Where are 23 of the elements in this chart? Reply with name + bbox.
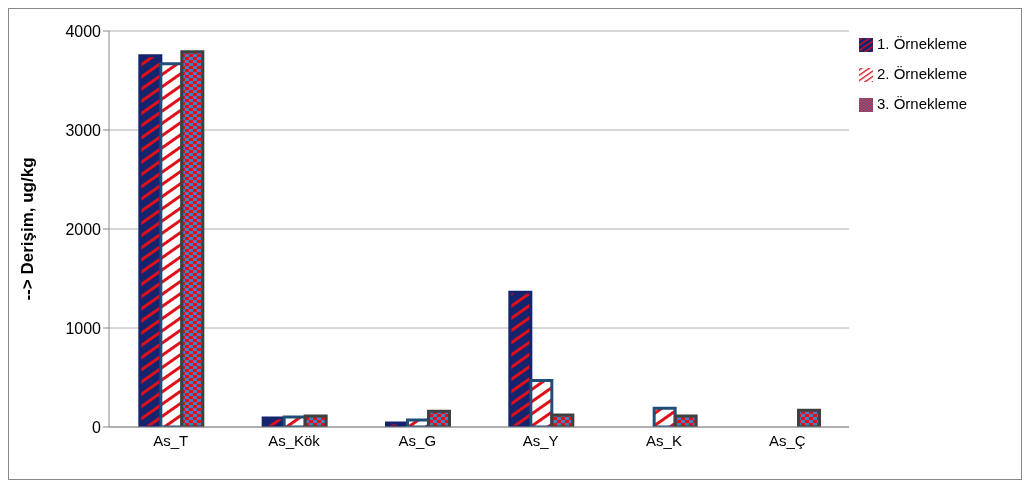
y-tick-label: 2000	[65, 220, 102, 238]
bar	[673, 414, 698, 427]
y-axis-title: --> Derişim, ug/kg	[18, 157, 38, 301]
x-tick-label: As_Ç	[768, 431, 806, 449]
bar	[303, 414, 328, 427]
bar	[427, 409, 451, 427]
y-tick-label: 1000	[65, 319, 102, 337]
bar	[180, 50, 205, 427]
bar	[550, 413, 575, 427]
y-tick-label: 0	[92, 418, 102, 436]
x-tick-label: As_Kök	[268, 431, 321, 449]
x-tick-label: As_Y	[522, 431, 559, 449]
legend-label: 3. Örnekleme	[877, 95, 968, 112]
bar	[508, 290, 533, 427]
x-tick-label: As_T	[153, 431, 189, 449]
x-tick-label: As_K	[646, 431, 682, 449]
legend-label: 1. Örnekleme	[877, 35, 968, 52]
x-tick-label: As_G	[398, 431, 437, 449]
y-tick-label: 4000	[65, 22, 102, 40]
bar	[797, 408, 821, 427]
bar	[529, 378, 554, 427]
y-tick-label: 3000	[65, 121, 102, 139]
legend-label: 2. Örnekleme	[877, 65, 968, 82]
